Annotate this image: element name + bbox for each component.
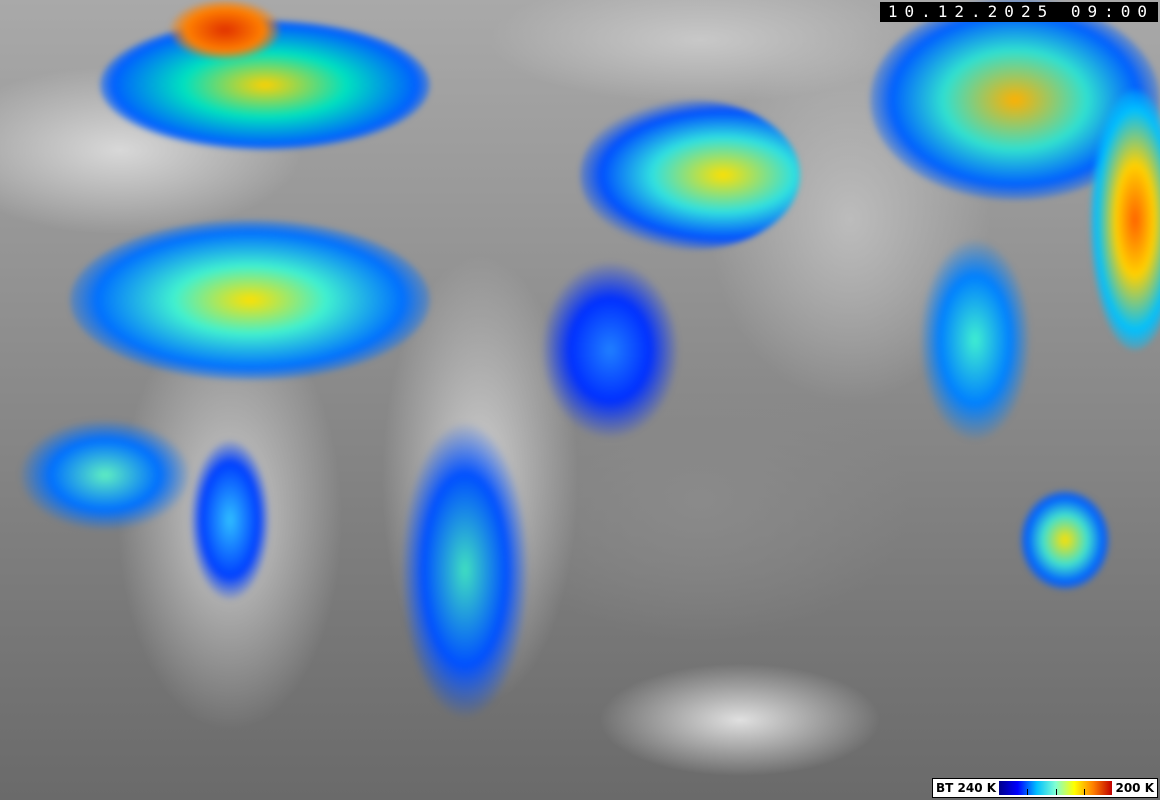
cloud-core <box>170 0 280 60</box>
legend-tick <box>1084 789 1086 795</box>
cloud-band <box>540 260 680 440</box>
cloud-cluster <box>1020 490 1110 590</box>
color-scale-bar <box>999 781 1113 795</box>
cloud-band <box>190 440 270 600</box>
legend-tick <box>1027 789 1029 795</box>
cloud-cluster <box>580 100 800 250</box>
color-scale-legend: BT 240 K 200 K <box>932 778 1158 798</box>
legend-high-label: 200 K <box>1115 781 1154 795</box>
cloud-band <box>920 240 1030 440</box>
cloud-cluster <box>70 220 430 380</box>
legend-low-label: BT 240 K <box>936 781 997 795</box>
cloud-band <box>20 420 190 530</box>
cloud-cluster <box>1090 90 1160 350</box>
timestamp: 10.12.2025 09:00 <box>879 2 1158 22</box>
cloud-band <box>400 420 530 720</box>
legend-tick <box>1055 789 1057 795</box>
